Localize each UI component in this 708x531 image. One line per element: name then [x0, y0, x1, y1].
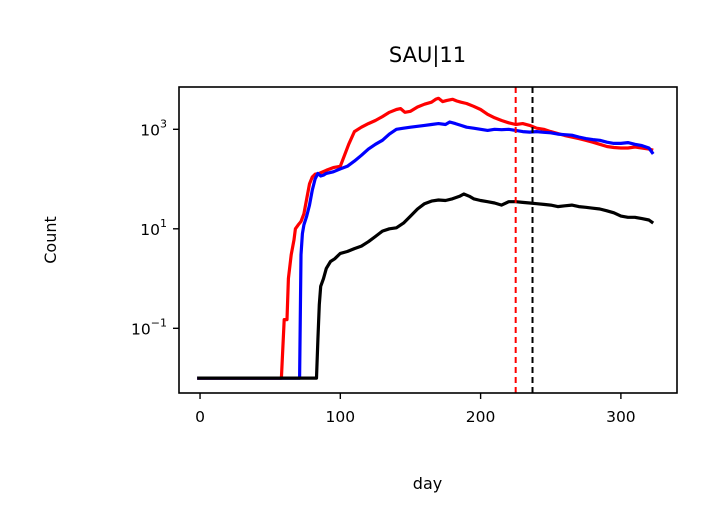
y-tick-label: 103	[140, 117, 167, 139]
chart-title: SAU|11	[389, 43, 466, 68]
y-tick-label: 10−1	[131, 316, 167, 338]
series-line-2	[197, 120, 655, 380]
y-tick-label: 101	[140, 217, 167, 239]
x-axis: 0 100 200 300	[195, 393, 636, 426]
series-line-3	[197, 192, 655, 380]
plot-frame	[178, 86, 678, 394]
x-axis-label: day	[413, 474, 442, 493]
x-tick-label: 300	[606, 408, 636, 426]
y-axis-label: Count	[41, 216, 60, 264]
series-line-1	[197, 96, 654, 380]
x-tick-label: 200	[466, 408, 496, 426]
x-tick-label: 100	[326, 408, 356, 426]
y-axis: 103 101 10−1	[131, 117, 179, 338]
x-tick-label: 0	[195, 408, 205, 426]
plot-area	[197, 87, 655, 393]
